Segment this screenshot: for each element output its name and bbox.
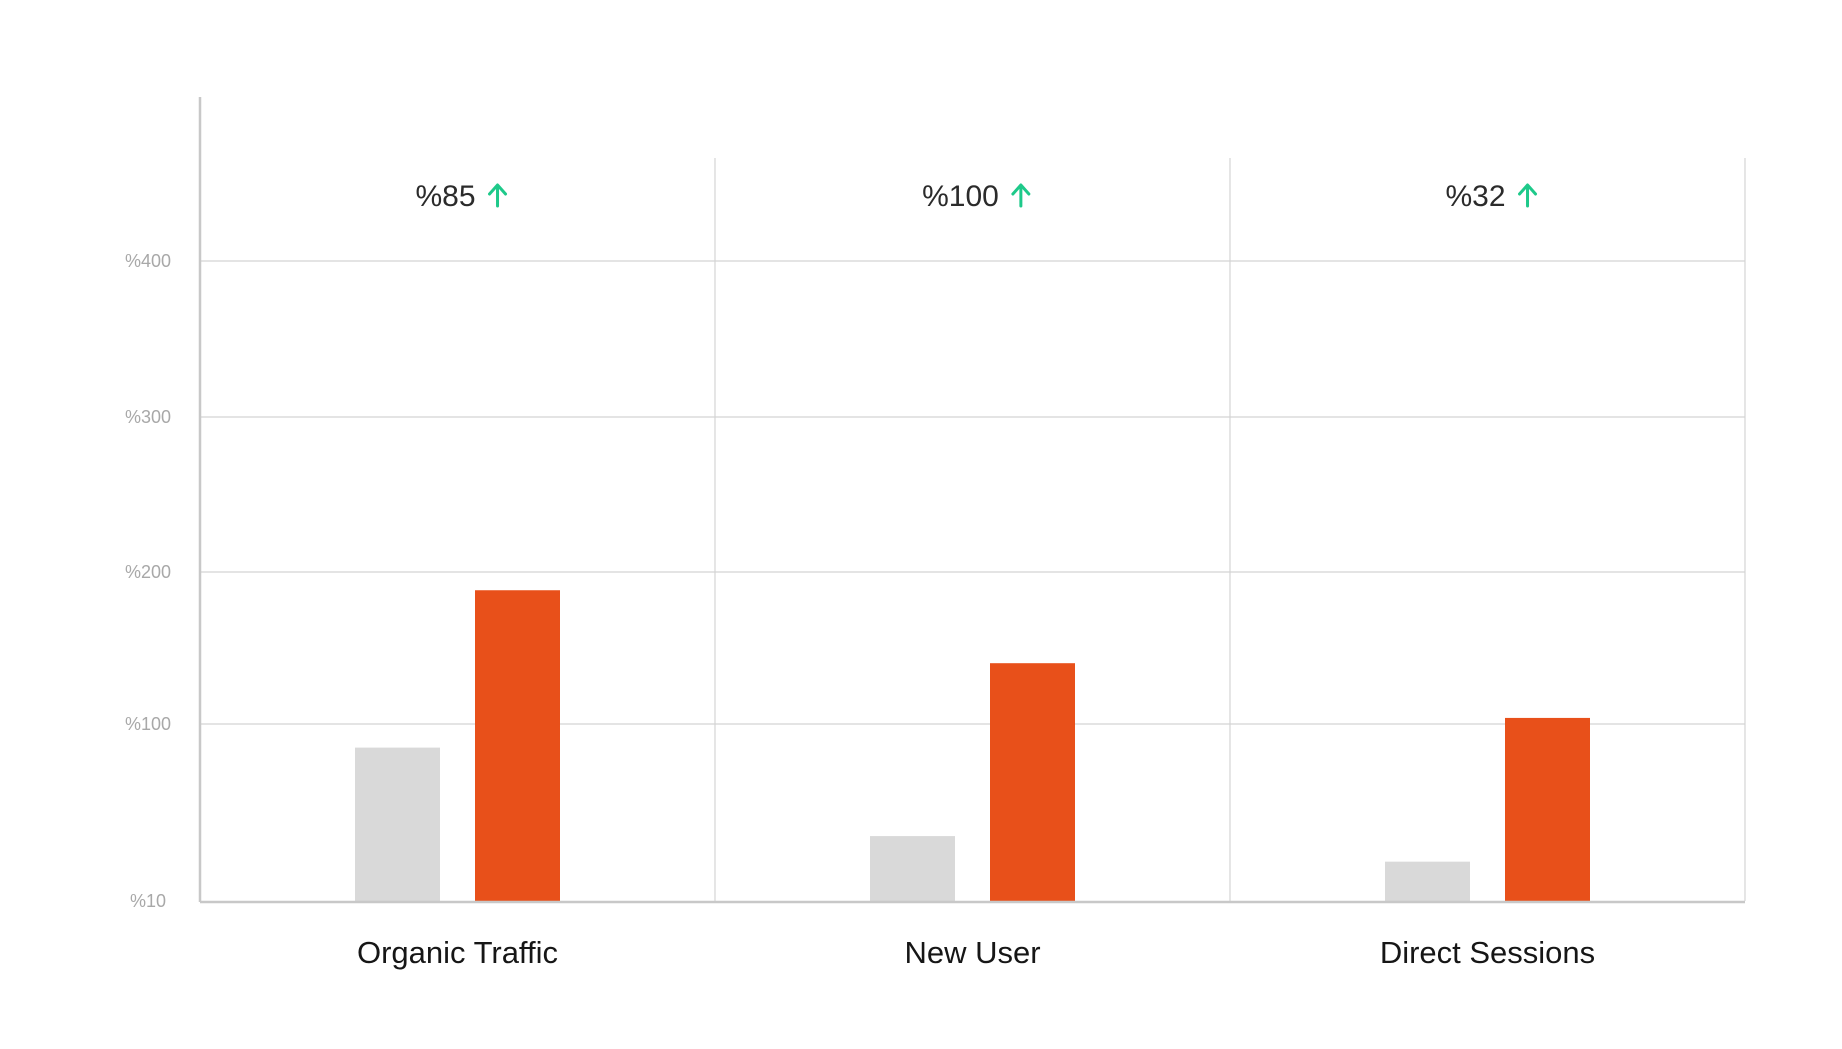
bar-current (990, 663, 1075, 901)
grid-layer (200, 158, 1746, 901)
y-tick-label: %100 (125, 714, 171, 734)
category-label: Organic Traffic (357, 935, 558, 970)
axis-layer (198, 97, 1745, 904)
bar-previous (1385, 861, 1470, 901)
y-tick-label: %10 (130, 891, 166, 911)
arrow-up-icon (488, 183, 508, 208)
growth-label: %32 (1445, 180, 1505, 213)
category-label: New User (904, 935, 1040, 970)
category-label: Direct Sessions (1380, 935, 1595, 970)
bar-previous (870, 836, 955, 901)
labels-layer: %10 %100 %200 %300 %400 Organic Traffic %85 New… (125, 180, 1595, 970)
bars-layer (355, 590, 1590, 901)
arrow-up-icon (1518, 183, 1538, 208)
y-tick-label: %400 (125, 251, 171, 271)
y-tick-label: %300 (125, 407, 171, 427)
growth-label: %85 (415, 180, 475, 213)
y-tick-label: %200 (125, 562, 171, 582)
growth-label: %100 (922, 180, 999, 213)
bar-previous (355, 747, 440, 901)
arrow-up-icon (1011, 183, 1031, 208)
bar-current (1505, 717, 1590, 901)
bar-current (475, 590, 560, 901)
